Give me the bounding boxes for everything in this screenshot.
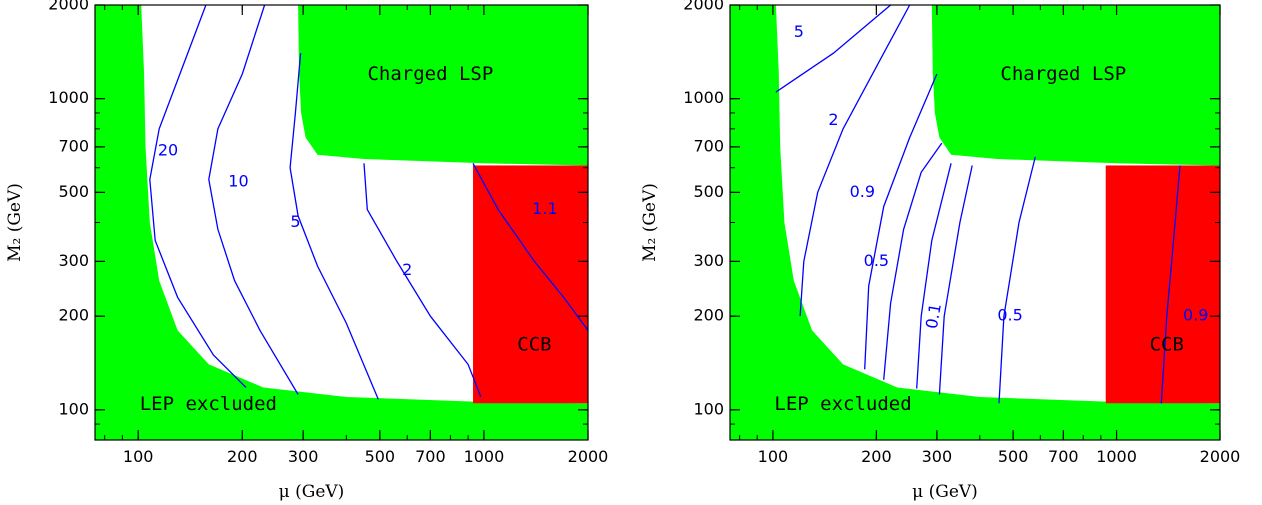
contour-label: 5 <box>794 22 804 41</box>
y-axis-label: M₂ (GeV) <box>5 183 25 262</box>
contour-line <box>916 163 952 389</box>
charged-lsp-label: Charged LSP <box>1000 63 1126 85</box>
contour-label: 20 <box>158 140 178 159</box>
x-tick-label: 100 <box>758 447 789 466</box>
y-tick-label: 300 <box>693 251 724 270</box>
x-axis-label: μ (GeV) <box>279 482 345 502</box>
x-tick-label: 200 <box>861 447 892 466</box>
x-axis-label: μ (GeV) <box>912 482 978 502</box>
contour-line <box>1160 165 1181 404</box>
charged-lsp-region <box>931 5 1220 166</box>
contour-label: 10 <box>228 171 248 190</box>
y-tick-label: 500 <box>58 182 89 201</box>
x-tick-label: 500 <box>998 447 1029 466</box>
contour-line <box>208 5 299 395</box>
x-tick-label: 200 <box>227 447 258 466</box>
contour-label: 0.9 <box>850 182 875 201</box>
y-tick-label: 2000 <box>48 0 89 14</box>
y-tick-label: 100 <box>693 399 724 418</box>
contour-line <box>883 142 943 380</box>
contour-label: 0.5 <box>864 251 889 270</box>
y-tick-label: 100 <box>58 399 89 418</box>
x-tick-label: 700 <box>1048 447 1079 466</box>
x-tick-label: 1000 <box>464 447 505 466</box>
x-tick-label: 700 <box>415 447 446 466</box>
ccb-label: CCB <box>517 334 551 356</box>
x-tick-label: 500 <box>365 447 396 466</box>
lep-excluded-label: LEP excluded <box>774 393 911 415</box>
contour-line <box>864 73 938 370</box>
contour-line <box>938 165 973 395</box>
y-tick-label: 500 <box>693 182 724 201</box>
contour-label: 5 <box>290 212 300 231</box>
contour-label: 0.9 <box>1183 306 1208 325</box>
contour-line <box>289 53 379 400</box>
chart-panel-1: 20 10 5 2 1.1 Charged LSP LEP excluded CCB 100 20… <box>5 0 608 502</box>
contour-line <box>775 5 892 93</box>
x-tick-label: 100 <box>123 447 154 466</box>
contour-line <box>998 156 1036 404</box>
x-tick-label: 2000 <box>1200 447 1241 466</box>
contour-label: 1.1 <box>532 199 557 218</box>
ccb-region <box>473 165 588 404</box>
charged-lsp-label: Charged LSP <box>367 63 493 85</box>
contour-line <box>363 163 482 398</box>
ccb-label: CCB <box>1150 334 1184 356</box>
lep-excluded-region <box>730 5 1220 440</box>
lep-excluded-region <box>95 5 588 440</box>
x-tick-label: 2000 <box>568 447 609 466</box>
chart-panel-2: 5 2 0.9 0.5 0.1 0.5 0.9 Charged LSP LEP excluded… <box>640 0 1240 502</box>
contour-line <box>799 5 911 317</box>
y-tick-label: 2000 <box>683 0 724 14</box>
y-tick-label: 300 <box>58 251 89 270</box>
lep-excluded-label: LEP excluded <box>140 393 277 415</box>
contour-label: 0.1 <box>922 302 945 330</box>
contour-label: 0.5 <box>997 306 1022 325</box>
x-tick-label: 1000 <box>1096 447 1137 466</box>
x-tick-label: 300 <box>922 447 953 466</box>
y-tick-label: 700 <box>693 136 724 155</box>
y-tick-label: 200 <box>693 306 724 325</box>
contour-line <box>472 162 588 331</box>
y-tick-label: 700 <box>58 136 89 155</box>
x-tick-label: 300 <box>288 447 319 466</box>
y-tick-label: 1000 <box>48 88 89 107</box>
contour-label: 2 <box>402 260 412 279</box>
y-tick-label: 200 <box>58 306 89 325</box>
contour-label: 2 <box>828 110 838 129</box>
y-axis-label: M₂ (GeV) <box>640 183 660 262</box>
ccb-region <box>1105 165 1220 404</box>
y-tick-label: 1000 <box>683 88 724 107</box>
contour-line <box>149 5 247 388</box>
charged-lsp-region <box>298 5 588 166</box>
